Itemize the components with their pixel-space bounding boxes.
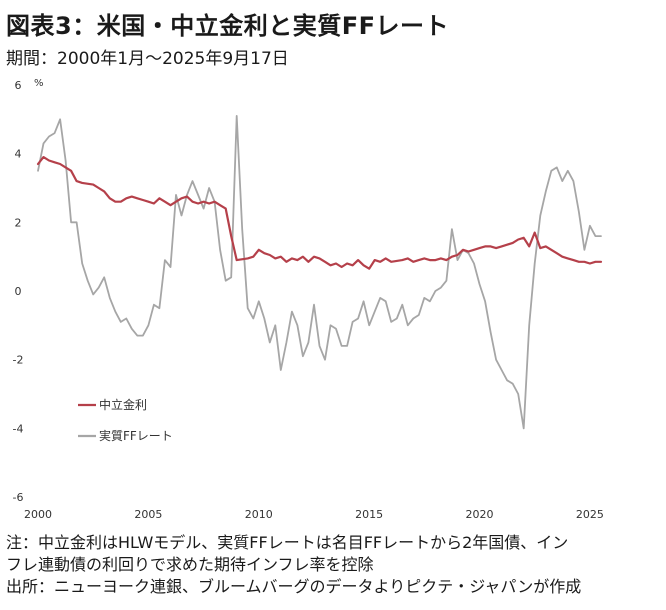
x-axis: 2000 2005 2010 2015 2020 2025: [24, 508, 604, 521]
y-tick-label: 2: [15, 216, 22, 229]
y-axis: 6 4 2 0 -2 -4 -6: [13, 79, 24, 504]
x-tick-label: 2005: [134, 508, 162, 521]
y-tick-label: -6: [13, 491, 24, 504]
series-line-real-ff-rate: [37, 115, 602, 430]
source-line: 出所：ニューヨーク連銀、ブルームバーグのデータよりピクテ・ジャパンが作成: [6, 577, 582, 596]
x-tick-label: 2000: [24, 508, 52, 521]
y-tick-label: 4: [15, 148, 22, 161]
note-line-2: フレ連動債の利回りで求めた期待インフレ率を控除: [6, 555, 374, 574]
chart-period: 期間：2000年1月～2025年9月17日: [6, 49, 289, 69]
chart-title: 図表3：米国・中立金利と実質FFレート: [6, 12, 449, 40]
y-axis-unit: %: [34, 78, 44, 89]
series-line-neutral-rate: [36, 156, 603, 270]
x-tick-label: 2015: [355, 508, 383, 521]
x-tick-label: 2020: [466, 508, 494, 521]
x-tick-label: 2010: [245, 508, 273, 521]
legend-label: 中立金利: [99, 397, 147, 412]
chart-area: 6 4 2 0 -2 -4 -6 2000 2005 2010 2015 2020 2025 中立金利…: [13, 79, 604, 521]
y-tick-label: -4: [13, 422, 24, 435]
y-tick-label: 6: [15, 79, 22, 92]
legend-label: 実質FFレート: [99, 428, 173, 443]
x-tick-label: 2025: [576, 508, 604, 521]
footnotes: 注：中立金利はHLWモデル、実質FFレートは名目FFレートから2年国債、イン フ…: [6, 532, 662, 598]
y-tick-label: 0: [15, 285, 22, 298]
note-line-1: 注：中立金利はHLWモデル、実質FFレートは名目FFレートから2年国債、イン: [6, 533, 569, 552]
series-layer: [36, 115, 603, 430]
y-tick-label: -2: [13, 354, 24, 367]
